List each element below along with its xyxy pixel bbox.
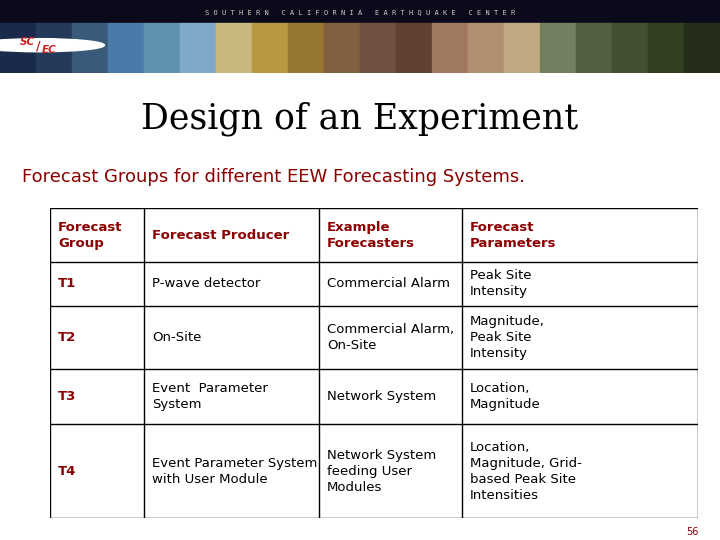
Text: Network System
feeding User
Modules: Network System feeding User Modules [327, 449, 436, 494]
Bar [684, 23, 720, 73]
Text: Forecast
Group: Forecast Group [58, 220, 122, 249]
Bar [432, 23, 468, 73]
Bar [396, 23, 432, 73]
Text: T3: T3 [58, 390, 76, 403]
Text: Forecast Groups for different EEW Forecasting Systems.: Forecast Groups for different EEW Foreca… [22, 168, 525, 186]
Bar [360, 23, 396, 73]
Text: Example
Forecasters: Example Forecasters [327, 220, 415, 249]
Text: T1: T1 [58, 278, 76, 291]
Text: On-Site: On-Site [152, 331, 202, 344]
Text: T4: T4 [58, 464, 76, 477]
Bar [648, 23, 684, 73]
Text: Magnitude,
Peak Site
Intensity: Magnitude, Peak Site Intensity [469, 315, 544, 360]
Text: Commercial Alarm: Commercial Alarm [327, 278, 450, 291]
Text: SC: SC [19, 37, 35, 48]
Bar [72, 23, 108, 73]
Text: Forecast Producer: Forecast Producer [152, 228, 289, 241]
Bar [468, 23, 504, 73]
Bar [180, 23, 216, 73]
Bar [324, 23, 360, 73]
Text: P-wave detector: P-wave detector [152, 278, 261, 291]
Text: Commercial Alarm,
On-Site: Commercial Alarm, On-Site [327, 323, 454, 352]
Text: Design of an Experiment: Design of an Experiment [141, 102, 579, 136]
Bar [288, 23, 324, 73]
Bar [0, 0, 720, 23]
Bar [144, 23, 180, 73]
Bar [108, 23, 144, 73]
Text: 56: 56 [686, 527, 698, 537]
Bar [540, 23, 576, 73]
Bar [576, 23, 612, 73]
Text: Event  Parameter
System: Event Parameter System [152, 382, 268, 411]
Circle shape [0, 39, 104, 52]
Bar [36, 23, 72, 73]
Bar [0, 23, 36, 73]
Bar [216, 23, 252, 73]
Text: /: / [36, 39, 40, 52]
Text: Location,
Magnitude: Location, Magnitude [469, 382, 541, 411]
Text: Event Parameter System
with User Module: Event Parameter System with User Module [152, 456, 318, 485]
Bar [612, 23, 648, 73]
Text: Network System: Network System [327, 390, 436, 403]
Text: Forecast
Parameters: Forecast Parameters [469, 220, 556, 249]
Text: Location,
Magnitude, Grid-
based Peak Site
Intensities: Location, Magnitude, Grid- based Peak Si… [469, 441, 582, 502]
Text: EC: EC [42, 45, 56, 55]
Bar [252, 23, 288, 73]
Text: S O U T H E R N   C A L I F O R N I A   E A R T H Q U A K E   C E N T E R: S O U T H E R N C A L I F O R N I A E A … [205, 9, 515, 15]
Text: T2: T2 [58, 331, 76, 344]
Text: Peak Site
Intensity: Peak Site Intensity [469, 269, 531, 299]
Bar [504, 23, 540, 73]
